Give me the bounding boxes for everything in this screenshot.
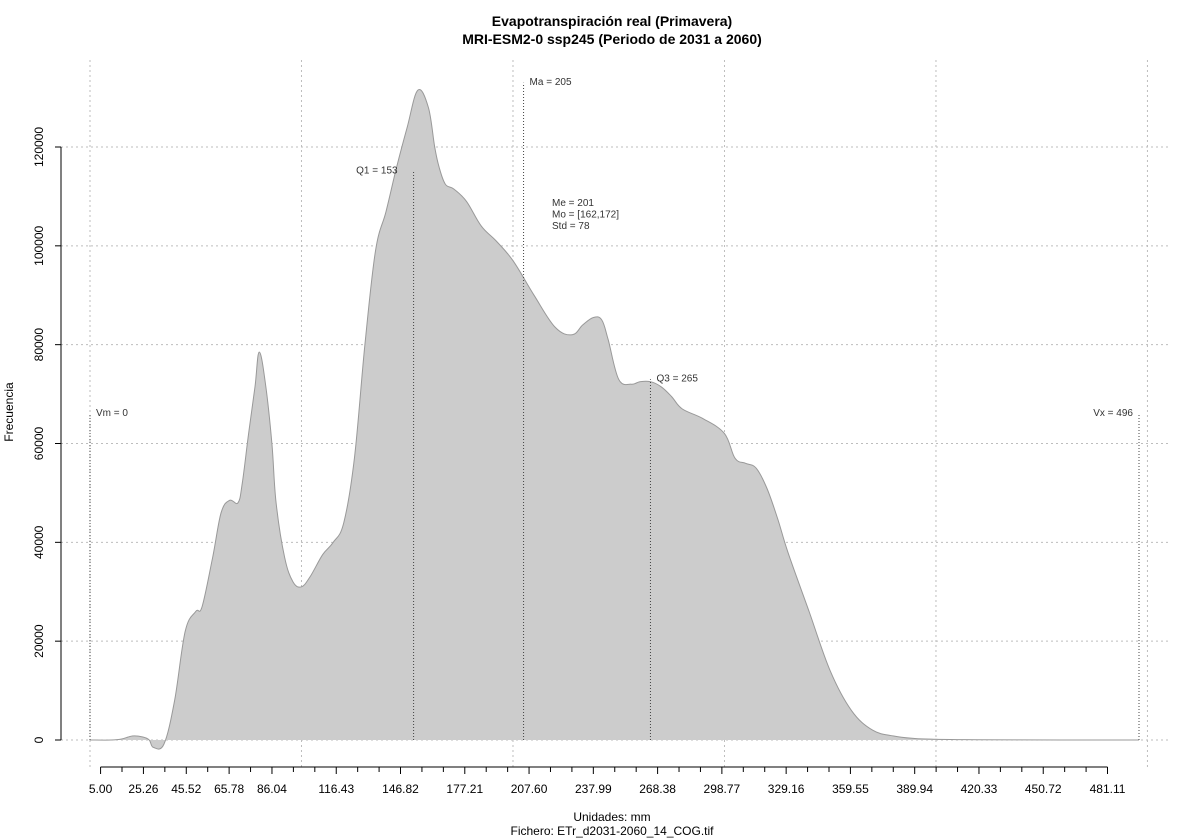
x-tick-label: 5.00 [89,782,113,796]
y-tick-label: 100000 [32,225,46,265]
x-axis-label: Unidades: mm [573,810,650,824]
y-tick-label: 120000 [32,127,46,167]
y-axis: 0 20000 40000 60000 80000 100000 120000 [32,127,62,743]
x-tick-label: 146.82 [382,782,419,796]
y-tick-label: 80000 [32,328,46,362]
statistic-label: Me = 201 [552,198,594,209]
marker-label: Ma = 205 [530,77,572,88]
density-fill [90,89,1139,750]
x-tick-label: 481.11 [1090,782,1126,796]
chart-title: Evapotranspiración real (Primavera) [492,13,732,29]
x-tick-label: 329.16 [768,782,805,796]
x-tick-label: 116.43 [318,782,354,796]
y-tick-label: 40000 [32,525,46,559]
x-tick-label: 45.52 [171,782,201,796]
y-tick-label: 20000 [32,624,46,658]
y-tick-label: 60000 [32,426,46,460]
y-axis-label: Frecuencia [2,382,16,442]
density-line [89,88,1139,750]
density-area [89,88,1139,750]
x-tick-label: 420.33 [961,782,998,796]
x-tick-label: 450.72 [1025,782,1062,796]
marker-label: Vx = 496 [1093,408,1133,419]
x-tick-label: 65.78 [214,782,244,796]
y-tick-label: 0 [32,736,46,743]
x-tick-label: 359.55 [832,782,869,796]
x-tick-label: 389.94 [896,782,933,796]
statistic-markers: Vm = 0 Q1 = 153 Ma = 205 Q3 = 265 Vx = 496 [89,77,1140,740]
marker-label: Q3 = 265 [656,373,698,384]
statistic-label: Std = 78 [552,221,590,232]
statistic-label: Mo = [162,172] [552,210,619,221]
marker-label: Q1 = 153 [356,166,398,177]
x-axis: 5.00 25.26 45.52 65.78 86.04 116.43 146.82 177.… [89,766,1126,796]
x-tick-label: 25.26 [128,782,158,796]
x-tick-label: 207.60 [511,782,548,796]
x-tick-label: 86.04 [257,782,287,796]
x-tick-label: 298.77 [704,782,741,796]
marker-label: Vm = 0 [96,408,128,419]
x-tick-label: 268.38 [639,782,676,796]
chart-subtitle: MRI-ESM2-0 ssp245 (Periodo de 2031 a 206… [462,31,762,47]
x-tick-label: 177.21 [446,782,483,796]
file-name-footer: Fichero: ETr_d2031-2060_14_COG.tif [511,824,715,838]
x-tick-label: 237.99 [575,782,612,796]
